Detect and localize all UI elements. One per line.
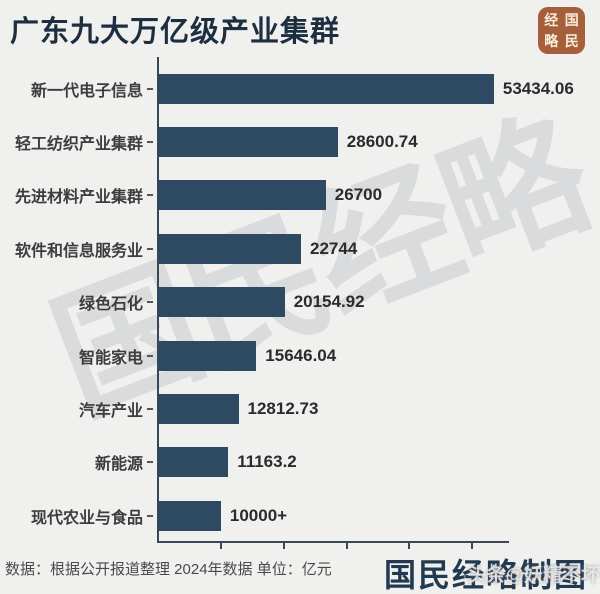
value-label: 26700 — [334, 185, 383, 205]
y-tick — [147, 141, 153, 144]
x-tick — [345, 543, 348, 549]
bar — [158, 233, 301, 264]
bar-row: 现代农业与食品 10000+ — [0, 489, 600, 542]
credit-signature: 国民经略制图 — [383, 557, 588, 593]
value-label: 11163.2 — [237, 452, 297, 472]
data-source-note: 数据：根据公开报道整理 2024年数据 单位：亿元 — [5, 561, 332, 578]
x-tick — [471, 543, 474, 549]
value-label: 28600.74 — [346, 132, 418, 152]
value-label: 12812.73 — [247, 399, 319, 419]
chart-title: 广东九大万亿级产业集群 — [10, 16, 341, 48]
value-label: 53434.06 — [502, 78, 574, 98]
bar-row: 先进材料产业集群 26700 — [0, 169, 600, 222]
bar-row: 智能家电 15646.04 — [0, 329, 600, 382]
bar — [158, 180, 326, 211]
bar-row: 轻工纺织产业集群 28600.74 — [0, 115, 600, 168]
handle-watermark: 头条@妖精不坏 — [467, 565, 600, 586]
seal-char: 略 — [544, 32, 559, 49]
category-label: 新一代电子信息 — [30, 82, 143, 100]
bar-row: 汽车产业 12812.73 — [0, 382, 600, 435]
bar-chart: 新一代电子信息 53434.06 轻工纺织产业集群 28600.74 先进材料产业集群 2… — [0, 62, 600, 543]
bar — [158, 287, 285, 318]
seal-char: 民 — [564, 32, 579, 49]
x-tick — [282, 543, 285, 549]
category-label: 软件和信息服务业 — [14, 242, 143, 260]
seal-char: 经 — [544, 12, 559, 29]
y-tick — [147, 87, 153, 90]
x-tick — [219, 543, 222, 549]
y-tick — [147, 301, 153, 304]
y-tick — [147, 194, 153, 197]
y-tick — [147, 247, 153, 250]
x-tick — [408, 543, 411, 549]
value-label: 22744 — [310, 238, 358, 258]
x-axis-line — [157, 541, 509, 543]
category-label: 新能源 — [94, 456, 143, 474]
category-label: 现代农业与食品 — [30, 509, 143, 527]
bar-row: 新一代电子信息 53434.06 — [0, 62, 600, 115]
y-tick — [147, 514, 153, 517]
y-tick — [147, 408, 153, 411]
value-label: 15646.04 — [265, 345, 337, 365]
category-label: 汽车产业 — [78, 403, 143, 421]
y-tick — [147, 354, 153, 357]
bar-row: 绿色石化 20154.92 — [0, 276, 600, 329]
bar-row: 软件和信息服务业 22744 — [0, 222, 600, 275]
bar — [158, 500, 221, 531]
category-label: 智能家电 — [78, 349, 143, 367]
y-tick — [147, 461, 153, 464]
value-label: 20154.92 — [293, 292, 365, 312]
category-label: 轻工纺织产业集群 — [14, 136, 143, 154]
category-label: 先进材料产业集群 — [14, 189, 143, 207]
bar-row: 新能源 11163.2 — [0, 436, 600, 489]
bar — [158, 73, 494, 104]
brand-seal-logo: 经 国 略 民 — [538, 7, 585, 54]
seal-char: 国 — [564, 12, 579, 29]
bar — [158, 127, 338, 158]
bar — [158, 394, 239, 425]
value-label: 10000+ — [229, 505, 288, 525]
bar — [158, 447, 229, 478]
category-label: 绿色石化 — [78, 296, 143, 314]
bar — [158, 340, 257, 371]
